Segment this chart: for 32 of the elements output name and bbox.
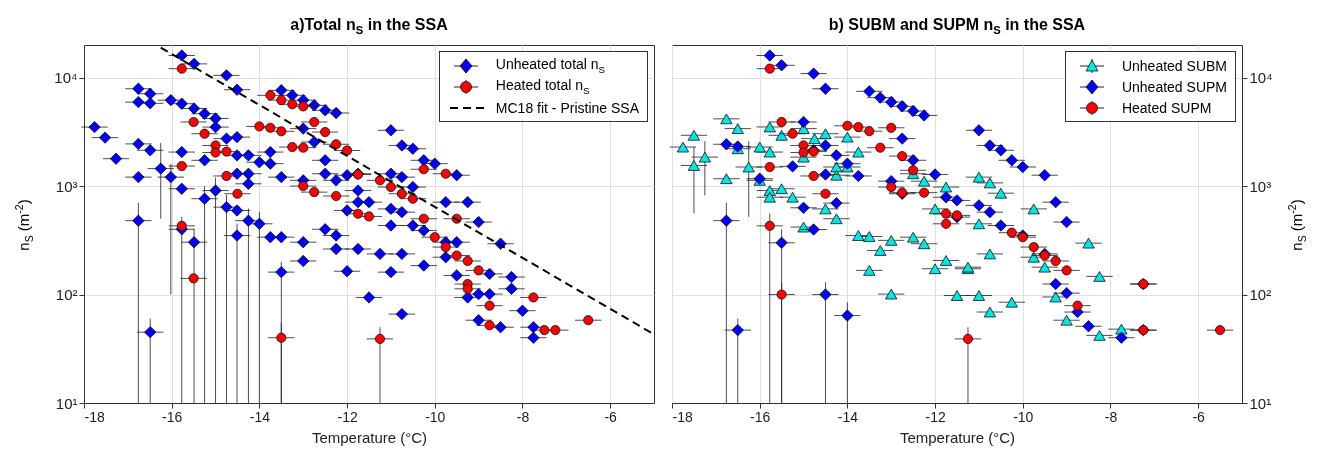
chart-title: b) SUBM and SUPM n$_{S}$ in the SSA — [827, 16, 1087, 37]
legend-label: Heated total n$_{S}$ — [495, 77, 590, 96]
x-axis-title: Temperature (°C) — [311, 428, 428, 446]
x-tick-label: -8 — [1104, 408, 1118, 425]
x-tick-label: -16 — [750, 408, 771, 425]
x-tick-label: -16 — [162, 408, 183, 425]
y2-tick-label: 10³ — [1249, 177, 1272, 195]
y-tick-label: 10¹ — [55, 394, 78, 412]
y-tick-label: 10³ — [55, 177, 78, 195]
legend-label: MC18 fit - Pristine SSA — [495, 99, 639, 116]
x-tick-label: -6 — [604, 408, 618, 425]
y2-tick-label: 10⁴ — [1249, 69, 1273, 87]
x-tick-label: -14 — [249, 408, 271, 425]
legend-label: Heated SUPM — [1121, 99, 1212, 116]
x-tick-label: -14 — [837, 408, 859, 425]
legend-label: Unheated SUBM — [1121, 57, 1227, 74]
chart-title: a)Total n$_{S}$ in the SSA — [289, 16, 449, 37]
y2-tick-label: 10¹ — [1249, 394, 1272, 412]
y2-tick-label: 10² — [1249, 286, 1272, 304]
x-tick-label: -12 — [337, 408, 358, 425]
x-tick-label: -10 — [1013, 408, 1034, 425]
x-tick-label: -18 — [672, 408, 693, 425]
x-tick-label: -10 — [425, 408, 446, 425]
legend-label: Unheated total n$_{S}$ — [495, 56, 606, 75]
y-tick-label: 10⁴ — [54, 69, 78, 87]
legend-label: Unheated SUPM — [1121, 78, 1227, 95]
y-tick-label: 10² — [55, 286, 78, 304]
x-tick-label: -12 — [925, 408, 946, 425]
x-axis-title: Temperature (°C) — [899, 428, 1016, 446]
x-tick-label: -8 — [516, 408, 530, 425]
x-tick-label: -18 — [84, 408, 105, 425]
x-tick-label: -6 — [1192, 408, 1206, 425]
